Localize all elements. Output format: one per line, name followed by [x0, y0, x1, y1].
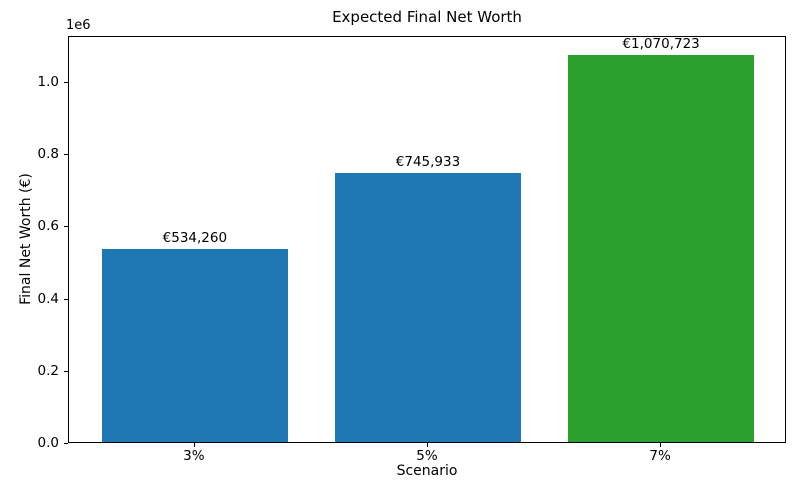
y-axis-label: Final Net Worth (€) — [18, 173, 34, 305]
y-tick-label: 0.8 — [37, 146, 59, 163]
bar-7% — [567, 55, 755, 442]
chart-title: Expected Final Net Worth — [332, 8, 522, 26]
y-tick-label: 0.0 — [37, 435, 59, 451]
x-tick-mark — [193, 443, 195, 447]
y-tick-mark — [64, 443, 68, 444]
x-tick-label: 5% — [416, 448, 438, 464]
x-axis-label: Scenario — [396, 463, 458, 479]
x-tick-label: 3% — [183, 448, 205, 464]
bar-value-label: €745,933 — [395, 153, 461, 170]
y-tick-label: 0.4 — [37, 290, 59, 307]
y-axis-offset-text: 1e6 — [66, 18, 91, 33]
x-tick-mark — [660, 443, 662, 447]
bar-3% — [101, 249, 289, 442]
x-tick-mark — [427, 443, 428, 447]
y-tick-label: 0.2 — [37, 362, 59, 379]
y-tick-mark — [64, 154, 68, 156]
y-tick-label: 0.6 — [37, 218, 59, 235]
bar-5% — [334, 172, 522, 442]
x-tick-label: 7% — [649, 448, 671, 464]
y-tick-mark — [64, 81, 68, 83]
plot-area: €534,260 €745,933 €1,070,723 — [68, 36, 786, 443]
y-tick-mark — [64, 298, 68, 300]
y-tick-label: 1.0 — [37, 73, 59, 90]
y-tick-mark — [64, 226, 68, 228]
bar-value-label: €534,260 — [162, 230, 228, 247]
bar-value-label: €1,070,723 — [622, 36, 700, 53]
y-tick-mark — [64, 370, 68, 372]
